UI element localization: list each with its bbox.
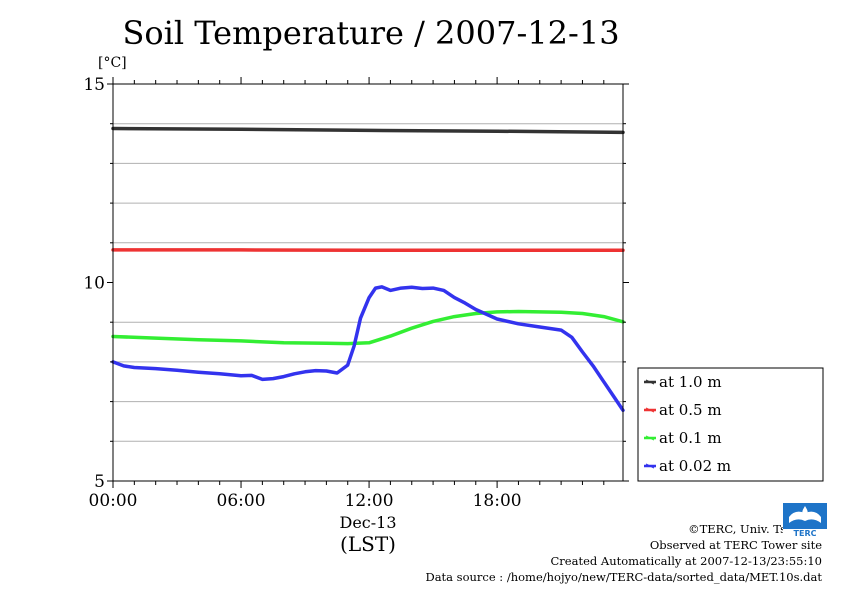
axis-ticks <box>107 77 629 488</box>
legend-swatch-mark <box>645 379 655 385</box>
legend-swatch-mark <box>645 407 655 413</box>
observed-text: Observed at TERC Tower site <box>649 538 822 552</box>
legend-label: at 1.0 m <box>659 373 722 391</box>
legend-swatch-mark <box>645 463 655 469</box>
x-tick-label: 06:00 <box>217 491 266 511</box>
x-tick-label: 00:00 <box>89 491 138 511</box>
created-text: Created Automatically at 2007-12-13/23:5… <box>550 554 823 568</box>
y-unit-label: [°C] <box>98 55 127 71</box>
x-axis-timezone-label: (LST) <box>340 532 396 556</box>
series-line-0 <box>111 126 625 135</box>
plot-frame <box>112 83 624 482</box>
y-tick-label: 5 <box>94 472 105 492</box>
data-source-text: Data source : /home/hojyo/new/TERC-data/… <box>425 570 822 584</box>
legend: at 1.0 m at 0.5 m at 0.1 m at 0.02 m <box>637 367 824 482</box>
logo-text: TERC <box>794 529 817 537</box>
series-line-3 <box>111 285 625 413</box>
x-tick-labels: 00:00 06:00 12:00 18:00 <box>89 491 522 511</box>
chart-title: Soil Temperature / 2007-12-13 <box>122 14 620 52</box>
y-tick-labels: 5 10 15 <box>83 75 105 492</box>
x-tick-label: 12:00 <box>345 491 394 511</box>
legend-label: at 0.02 m <box>659 457 731 475</box>
y-tick-label: 10 <box>83 274 105 294</box>
x-axis-date-label: Dec-13 <box>339 513 396 532</box>
legend-swatch-mark <box>645 435 655 441</box>
legend-label: at 0.1 m <box>659 429 722 447</box>
x-tick-label: 18:00 <box>473 491 522 511</box>
legend-label: at 0.5 m <box>659 401 722 419</box>
credits: ©TERC, Univ. Tsukuba Observed at TERC To… <box>425 521 822 585</box>
series-line-2 <box>111 309 625 346</box>
series-lines <box>111 126 625 413</box>
legend-box <box>637 367 824 482</box>
terc-logo-icon: TERC <box>783 503 827 537</box>
copyright-text: ©TERC, Univ. Tsukuba <box>688 522 822 536</box>
grid-lines <box>113 123 623 442</box>
y-tick-label: 15 <box>83 75 105 95</box>
